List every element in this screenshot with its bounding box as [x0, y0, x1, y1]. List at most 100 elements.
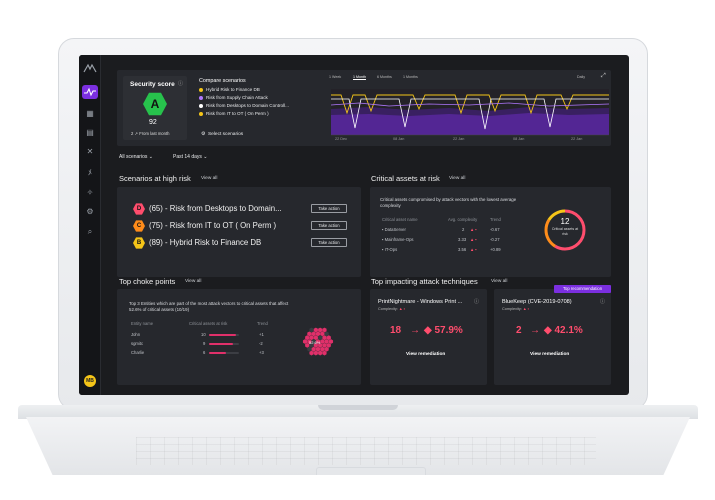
info-icon[interactable]: ⓘ	[178, 81, 184, 87]
compare-item[interactable]: Risk from Desktops to Domain Controll...	[206, 103, 289, 108]
arrow-right-icon: →	[530, 325, 540, 336]
row-value: 10	[201, 332, 206, 337]
high-risk-title: Scenarios at high risk	[119, 174, 191, 183]
honeycomb-cell	[324, 331, 329, 337]
col-header: Entity name	[131, 321, 154, 326]
grade-badge: C	[133, 220, 145, 232]
table-row[interactable]: ▪ IT-Ops	[382, 247, 398, 252]
keyboard	[136, 437, 596, 465]
view-remediation-button[interactable]: View remediation	[406, 352, 446, 357]
attack-card[interactable]: PrintNightmare - Windows Print ... ⓘ Com…	[370, 289, 487, 385]
trend-value: -0.27	[490, 237, 500, 242]
settings-icon[interactable]: ⚙	[86, 207, 94, 216]
take-action-button[interactable]: Take action	[311, 221, 347, 230]
col-header: Trend	[490, 217, 501, 222]
critical-title: Critical assets at risk	[371, 174, 440, 183]
view-remediation-button[interactable]: View remediation	[530, 352, 570, 357]
attack-from: 2	[516, 325, 522, 336]
table-row[interactable]: ▪ Mainframe-Ops	[382, 237, 414, 242]
range-tab-1months[interactable]: 1 Months	[403, 75, 418, 79]
legend-dot	[199, 88, 203, 92]
period-filter[interactable]: Past 14 days ⌄	[173, 154, 208, 160]
scenario-filter[interactable]: All scenarios ⌄	[119, 154, 153, 160]
honeycomb-cell	[311, 331, 316, 337]
high-risk-view-all[interactable]: View all	[201, 176, 218, 181]
attack-card[interactable]: Top recommendation BlueKeep (CVE-2019-07…	[494, 285, 611, 385]
attack-title: Top impacting attack techniques	[371, 277, 478, 286]
honeycomb-cell	[324, 339, 329, 344]
honeycomb-cell	[318, 335, 323, 341]
report-icon[interactable]: ⌕	[87, 227, 93, 236]
settings-icon: ⚙	[201, 132, 206, 137]
honeycomb-cell	[318, 327, 323, 333]
granularity-select[interactable]: Daily	[577, 75, 585, 79]
critical-view-all[interactable]: View all	[449, 176, 466, 181]
security-score-card: Security score ⓘ A 92 2 ↗ From last mont…	[117, 70, 611, 146]
legend-dot	[199, 104, 203, 108]
screen: ▦ ▤ ✕ ﾒ ✧ ⚙ ⌕ MB Security score ⓘ A 92 2…	[79, 55, 629, 395]
take-action-button[interactable]: Take action	[311, 204, 347, 213]
document-icon[interactable]: ▤	[86, 128, 94, 137]
trend-value: +1	[259, 332, 264, 337]
logo-icon	[83, 63, 97, 73]
risk-label: ▲ ▪	[470, 227, 477, 232]
avatar[interactable]: MB	[84, 375, 96, 387]
select-scenarios-button[interactable]: ⚙ Select scenarios	[201, 132, 244, 137]
table-row[interactable]: Charlie	[131, 350, 145, 355]
honeycomb-cell	[307, 346, 312, 352]
x-tick: 22 Jan	[571, 137, 583, 141]
row-value: 6	[203, 350, 206, 355]
honeycomb-cell	[320, 339, 325, 344]
people-icon[interactable]: ﾒ	[88, 168, 92, 177]
complexity-value: 3.33	[458, 237, 467, 242]
choke-description: Top 3 Entities which are part of the mos…	[129, 301, 289, 312]
honeycomb-cell	[328, 339, 334, 344]
score-value: 92	[149, 119, 157, 126]
info-icon[interactable]: ⓘ	[474, 299, 480, 305]
expand-icon[interactable]: ⤢	[601, 73, 606, 79]
honeycomb-cell	[322, 342, 327, 348]
trend-up-icon: ↗	[134, 131, 139, 136]
risk-scenario[interactable]: (75) - Risk from IT to OT ( On Perm )	[149, 221, 277, 230]
take-action-button[interactable]: Take action	[311, 238, 347, 247]
chart-plot	[330, 89, 610, 136]
risk-scenario[interactable]: (89) - Hybrid Risk to Finance DB	[149, 238, 262, 247]
compare-item[interactable]: Risk from Supply Chain Attack	[206, 95, 268, 100]
honeycomb-cell	[305, 335, 310, 341]
attack-view-all[interactable]: View all	[491, 279, 508, 284]
honeycomb-cell	[309, 327, 314, 333]
risk-scenario[interactable]: (65) - Risk from Desktops to Domain...	[149, 204, 282, 213]
critical-assets-card: Critical assets compromised by attack ve…	[370, 187, 611, 277]
honeycomb-cell	[322, 335, 327, 341]
trend-value: -0.67	[490, 227, 500, 232]
col-header: Trend	[257, 321, 268, 326]
risk-label: ▲ ▪	[470, 247, 477, 252]
compare-item[interactable]: Hybrid Risk to Finance DB	[206, 87, 260, 92]
honeycomb-cell	[309, 342, 314, 348]
compare-item[interactable]: Risk from IT to OT ( On Perm )	[206, 111, 269, 116]
table-row[interactable]: sgmitc	[131, 341, 144, 346]
sidebar-item-dashboard[interactable]	[82, 85, 98, 99]
score-grade-badge: A	[143, 92, 167, 116]
network-icon[interactable]: ✕	[86, 147, 94, 156]
complexity-value: 3.56	[458, 247, 467, 252]
puzzle-icon[interactable]: ✧	[86, 188, 94, 197]
honeycomb-cell	[309, 335, 314, 341]
choke-title: Top choke points	[119, 277, 176, 286]
honeycomb-cell	[326, 342, 331, 348]
attack-name: PrintNightmare - Windows Print ...	[378, 299, 463, 305]
honeycomb-cell	[320, 331, 325, 337]
attack-to: ◆ 57.9%	[424, 325, 463, 336]
range-tab-1week[interactable]: 1 Week	[329, 75, 342, 79]
choke-view-all[interactable]: View all	[185, 279, 202, 284]
info-icon[interactable]: ⓘ	[600, 299, 606, 305]
honeycomb-cell	[311, 339, 316, 344]
table-row[interactable]: ▪ DataServer	[382, 227, 406, 232]
honeycomb-cell	[307, 331, 312, 337]
grid-icon[interactable]: ▦	[86, 109, 94, 118]
grade-badge: D	[133, 203, 145, 215]
table-row[interactable]: John	[131, 332, 141, 337]
critical-donut	[544, 209, 586, 251]
range-tab-1month[interactable]: 1 Month	[353, 75, 366, 80]
range-tab-6months[interactable]: 6 Months	[377, 75, 392, 79]
